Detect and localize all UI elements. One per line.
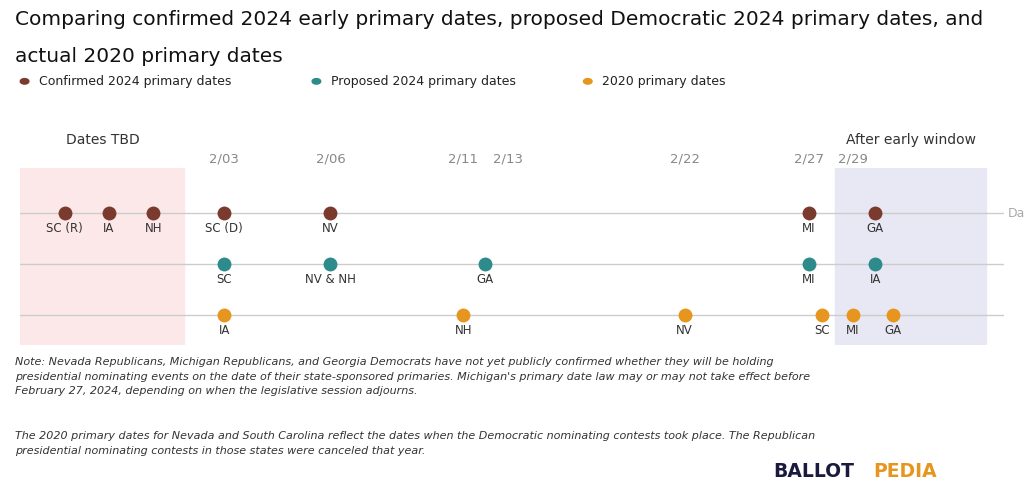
Text: 2/03: 2/03: [209, 152, 240, 165]
Text: SC (D): SC (D): [205, 222, 243, 235]
Point: [477, 260, 494, 268]
Text: SC: SC: [216, 273, 232, 286]
Text: PEDIA: PEDIA: [873, 461, 937, 481]
Text: 2/22: 2/22: [670, 152, 699, 165]
Text: GA: GA: [885, 324, 901, 337]
Point: [801, 260, 817, 268]
Point: [677, 311, 693, 318]
Text: IA: IA: [103, 222, 115, 235]
Text: MI: MI: [802, 273, 815, 286]
Text: 2/11: 2/11: [449, 152, 478, 165]
Text: GA: GA: [866, 222, 884, 235]
Text: SC (R): SC (R): [46, 222, 83, 235]
Bar: [836, 168, 986, 345]
Text: SC: SC: [814, 324, 829, 337]
Text: The 2020 primary dates for Nevada and South Carolina reflect the dates when the : The 2020 primary dates for Nevada and So…: [15, 431, 815, 456]
Point: [814, 311, 830, 318]
Point: [216, 260, 232, 268]
Text: Note: Nevada Republicans, Michigan Republicans, and Georgia Democrats have not y: Note: Nevada Republicans, Michigan Repub…: [15, 357, 810, 396]
Text: actual 2020 primary dates: actual 2020 primary dates: [15, 47, 283, 66]
Text: NV: NV: [323, 222, 339, 235]
Text: GA: GA: [477, 273, 494, 286]
Point: [845, 311, 861, 318]
Bar: [20, 168, 184, 345]
Point: [216, 210, 232, 217]
Text: Comparing confirmed 2024 early primary dates, proposed Democratic 2024 primary d: Comparing confirmed 2024 early primary d…: [15, 10, 984, 29]
Point: [100, 210, 117, 217]
Text: 2/29: 2/29: [838, 152, 868, 165]
Point: [801, 210, 817, 217]
Text: NV: NV: [676, 324, 693, 337]
Text: BALLOT: BALLOT: [773, 461, 854, 481]
Text: Dates TBD: Dates TBD: [66, 133, 139, 147]
Point: [56, 210, 73, 217]
Point: [323, 260, 339, 268]
Text: IA: IA: [869, 273, 881, 286]
Text: 2/06: 2/06: [315, 152, 345, 165]
Text: Confirmed 2024 primary dates: Confirmed 2024 primary dates: [39, 75, 231, 88]
Point: [867, 210, 884, 217]
Text: NH: NH: [144, 222, 162, 235]
Text: 2020 primary dates: 2020 primary dates: [602, 75, 726, 88]
Text: Date: Date: [1008, 207, 1024, 220]
Text: 2/13: 2/13: [493, 152, 522, 165]
Point: [216, 311, 232, 318]
Point: [885, 311, 901, 318]
Point: [867, 260, 884, 268]
Point: [323, 210, 339, 217]
Text: MI: MI: [802, 222, 815, 235]
Point: [145, 210, 162, 217]
Text: NH: NH: [455, 324, 472, 337]
Text: MI: MI: [846, 324, 860, 337]
Point: [455, 311, 471, 318]
Text: Proposed 2024 primary dates: Proposed 2024 primary dates: [331, 75, 516, 88]
Text: 2/27: 2/27: [794, 152, 823, 165]
Text: NV & NH: NV & NH: [305, 273, 356, 286]
Text: After early window: After early window: [846, 133, 976, 147]
Text: IA: IA: [218, 324, 229, 337]
